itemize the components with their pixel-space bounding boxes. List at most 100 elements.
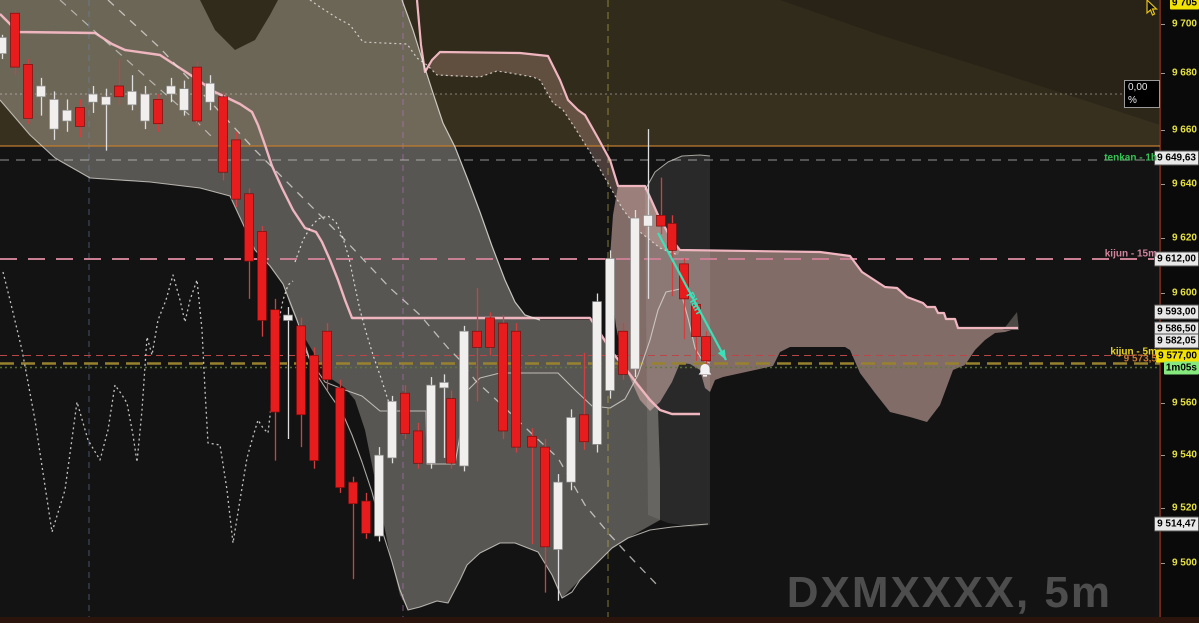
price-tag-white: 9 593,00 <box>1154 304 1199 320</box>
axis-tick-mark <box>1161 508 1165 509</box>
band-lower-white <box>296 329 709 611</box>
candle-body <box>592 301 602 445</box>
candle-body <box>361 500 371 534</box>
candle-body <box>667 223 677 251</box>
dark-wedge-top-right-polygon <box>780 0 1160 125</box>
price-tag-white: 9 649,63 <box>1154 150 1199 166</box>
candle-body <box>114 85 124 98</box>
candle-body <box>643 214 653 227</box>
gray-edge-upper <box>401 0 541 321</box>
axis-tick-mark <box>1161 73 1165 74</box>
axis-tick-mark <box>1161 238 1165 239</box>
candle-body <box>244 193 254 262</box>
candle-body <box>374 454 384 537</box>
plan-arrow-head[interactable] <box>717 349 726 360</box>
price-tick-label: 9 620 <box>1171 232 1197 244</box>
candle-body <box>218 96 228 173</box>
indicator-label: kijun - 15m <box>1104 248 1157 260</box>
price-tag-white: 9 582,05 <box>1154 333 1199 349</box>
candle-body <box>36 85 46 98</box>
price-tick-label: 9 660 <box>1171 124 1197 136</box>
candle-body <box>231 139 241 200</box>
price-axis-panel[interactable]: 9 700 9 680 9 660 9 640 9 620 9 600 9 560 9 540… <box>1154 0 1199 623</box>
dotted-hump <box>294 215 396 419</box>
candle-body <box>579 414 589 443</box>
candle-body <box>426 384 436 464</box>
candle-body <box>270 309 280 413</box>
candle-body <box>511 330 521 448</box>
price-tick-label: 9 700 <box>1171 18 1197 30</box>
plan-arrow-line[interactable] <box>657 232 727 361</box>
axis-tick-mark <box>1161 130 1165 131</box>
axis-tick-mark <box>1161 24 1165 25</box>
candle-body <box>527 435 537 448</box>
candle-body <box>153 99 163 125</box>
candle-body <box>413 430 423 464</box>
price-tick-label: 9 560 <box>1171 397 1197 409</box>
candle-body <box>0 37 7 54</box>
dotted-zigzag <box>2 271 294 544</box>
candle-body <box>257 231 267 321</box>
candle-body <box>88 93 98 103</box>
candle-body <box>439 382 449 389</box>
indicator-label: kijun - 5m <box>1110 346 1157 358</box>
price-tag-white: 9 612,00 <box>1154 251 1199 267</box>
candle-body <box>605 258 615 391</box>
indicator-label: 9 573,5 <box>1123 353 1157 365</box>
candle-body <box>446 398 456 464</box>
axis-tick-mark <box>1161 184 1165 185</box>
candle-body <box>335 387 345 488</box>
session-band-polygon <box>645 155 710 527</box>
candle-body <box>205 82 215 103</box>
axis-tick-mark <box>1161 563 1165 564</box>
price-tick-label: 9 600 <box>1171 287 1197 299</box>
gray-cloud-polygon <box>0 0 660 610</box>
dashed-diagonal-long <box>107 0 661 589</box>
chart-plot[interactable]: Plan <box>0 0 1160 623</box>
candle-body <box>322 330 332 381</box>
candle-body <box>618 330 628 375</box>
candle-body <box>127 91 137 106</box>
price-tick-label: 9 500 <box>1171 557 1197 569</box>
gray-peak-polygon <box>1003 312 1019 330</box>
candle-body <box>49 99 59 130</box>
candle-body <box>62 109 72 122</box>
price-tick-label: 9 520 <box>1171 502 1197 514</box>
candle-body <box>540 446 550 548</box>
price-tag-yellow: 9 577,00 <box>1156 349 1199 363</box>
bell-alert-icon[interactable] <box>698 364 712 375</box>
candle-body <box>23 64 33 119</box>
dashed-diagonal-short <box>59 0 216 141</box>
candle-body <box>75 107 85 127</box>
candle-body <box>140 93 150 122</box>
candle-body <box>630 217 640 370</box>
mouse-cursor-icon <box>1146 0 1159 16</box>
instrument-watermark: DXMXXXX, 5m <box>786 568 1112 617</box>
price-tag-yellow: 9 705 <box>1169 0 1199 10</box>
price-tag-green: 1m05s <box>1163 361 1199 375</box>
candle-body <box>566 417 576 483</box>
candle-body <box>485 317 495 348</box>
price-tag-white: 9 514,47 <box>1154 516 1199 532</box>
band-top-arc <box>644 154 711 191</box>
chart-canvas[interactable]: Plan 0,00 % DXMXXXX, 5m <box>0 0 1160 623</box>
axis-tick-mark <box>1161 293 1165 294</box>
candle-body <box>10 12 20 68</box>
bell-alert-base[interactable] <box>703 375 707 377</box>
candle-body <box>553 481 563 550</box>
candle-body <box>283 314 293 321</box>
candle-body <box>179 88 189 111</box>
bottom-time-bar[interactable] <box>0 617 1199 623</box>
candle-body <box>472 330 482 348</box>
band-mid-white <box>0 99 711 465</box>
candle-body <box>309 355 319 461</box>
axis-tick-mark <box>1161 455 1165 456</box>
percent-change-tag: 0,00 % <box>1124 80 1160 108</box>
candle-body <box>348 481 358 505</box>
indicator-label: tenkan - 1h <box>1104 152 1157 164</box>
candle-body <box>656 214 666 227</box>
candle-body <box>387 400 397 459</box>
candle-body <box>400 392 410 434</box>
candle-body <box>166 85 176 95</box>
candle-body <box>701 336 711 362</box>
